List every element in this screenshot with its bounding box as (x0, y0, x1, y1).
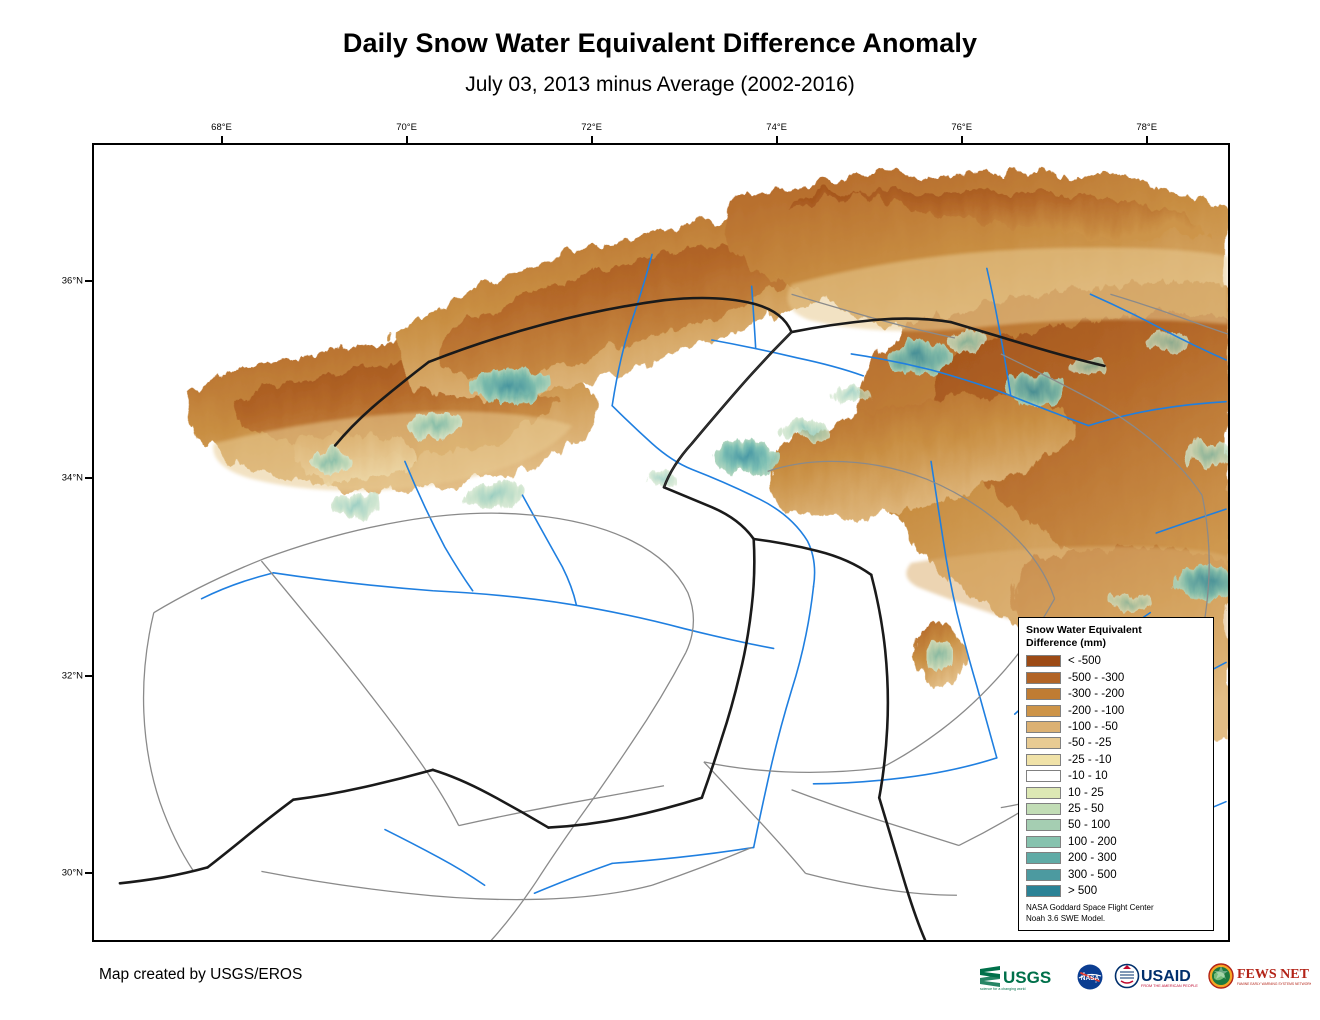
legend-row: > 500 (1026, 883, 1206, 899)
legend-label: 25 - 50 (1068, 802, 1104, 815)
legend-swatch (1026, 884, 1061, 897)
longitude-tick (220, 136, 223, 143)
legend-swatch (1026, 655, 1061, 668)
legend-label: 300 - 500 (1068, 868, 1117, 881)
legend-row: -300 - -200 (1026, 686, 1206, 702)
fewsnet-logo: FEWS NET FAMINE EARLY WARNING SYSTEMS NE… (1208, 963, 1311, 989)
longitude-label: 68°E (211, 122, 232, 133)
page-subtitle: July 03, 2013 minus Average (2002-2016) (465, 73, 855, 96)
svg-text:science for a changing world: science for a changing world (980, 987, 1026, 991)
legend-row: -10 - 10 (1026, 768, 1206, 784)
longitude-label: 74°E (766, 122, 787, 133)
title-block: Daily Snow Water Equivalent Difference A… (0, 0, 1320, 97)
legend-items: < -500 -500 - -300 -300 - -200 -200 - -100 -… (1026, 653, 1206, 899)
legend-row: -200 - -100 (1026, 702, 1206, 718)
terrain-fringe (213, 247, 1228, 663)
legend-row: 200 - 300 (1026, 850, 1206, 866)
legend-swatch (1026, 802, 1061, 815)
svg-text:FEWS NET: FEWS NET (1237, 967, 1310, 982)
legend-row: -100 - -50 (1026, 719, 1206, 735)
page-title: Daily Snow Water Equivalent Difference A… (342, 28, 978, 58)
legend-label: -300 - -200 (1068, 688, 1125, 701)
legend-label: < -500 (1068, 655, 1101, 668)
legend-label: -200 - -100 (1068, 704, 1125, 717)
legend-swatch (1026, 819, 1061, 832)
legend-label: 200 - 300 (1068, 852, 1117, 865)
legend-swatch (1026, 671, 1061, 684)
legend-row: -25 - -10 (1026, 752, 1206, 768)
legend-swatch (1026, 835, 1061, 848)
longitude-label: 76°E (951, 122, 973, 133)
usgs-logo: USGS science for a changing world (980, 966, 1051, 991)
footer-credit: Map created by USGS/EROS (99, 966, 303, 983)
legend-swatch (1026, 786, 1061, 799)
legend-swatch (1026, 704, 1061, 717)
legend-row: -500 - -300 (1026, 670, 1206, 686)
legend-label: -10 - 10 (1068, 770, 1108, 783)
legend-row: < -500 (1026, 653, 1206, 669)
legend-row: 10 - 25 (1026, 784, 1206, 800)
legend-swatch (1026, 688, 1061, 701)
latitude-label: 34°N (61, 472, 83, 484)
border-accent-layer (663, 331, 792, 488)
legend-label: -100 - -50 (1068, 721, 1118, 733)
legend-row: 25 - 50 (1026, 801, 1206, 817)
latitude-label: 36°N (61, 275, 83, 287)
latitude-tick (85, 280, 92, 283)
logo-bar: USGS science for a changing world NASA U… (978, 960, 1311, 994)
legend-swatch (1026, 737, 1061, 750)
legend-title: Snow Water Equivalent Difference (mm) (1026, 624, 1142, 650)
longitude-tick (1145, 136, 1148, 143)
snow-gain-patches (309, 330, 1228, 671)
nasa-logo: NASA (1077, 964, 1103, 990)
legend-label: -500 - -300 (1068, 671, 1125, 684)
longitude-label: 72°E (581, 122, 602, 133)
svg-text:FAMINE EARLY WARNING SYSTEMS N: FAMINE EARLY WARNING SYSTEMS NETWORK (1237, 982, 1311, 986)
legend-row: 300 - 500 (1026, 866, 1206, 882)
longitude-tick (590, 136, 593, 143)
svg-text:USGS: USGS (1003, 968, 1051, 987)
latitude-tick (85, 871, 92, 874)
legend-label: 50 - 100 (1068, 819, 1111, 832)
longitude-tick (775, 136, 778, 143)
longitude-label: 70°E (396, 122, 417, 133)
river-layer (200, 253, 1227, 895)
longitude-tick (960, 136, 963, 143)
latitude-tick (85, 674, 92, 677)
legend-label: > 500 (1068, 884, 1098, 897)
legend-source-note: NASA Goddard Space Flight Center Noah 3.… (1026, 903, 1154, 923)
map-legend: Snow Water Equivalent Difference (mm) < … (1018, 617, 1214, 931)
usaid-logo: USAID FROM THE AMERICAN PEOPLE (1114, 963, 1198, 989)
svg-text:FROM THE AMERICAN PEOPLE: FROM THE AMERICAN PEOPLE (1141, 984, 1198, 988)
svg-text:NASA: NASA (1081, 975, 1100, 982)
longitude-tick (405, 136, 408, 143)
longitude-label: 78°E (1136, 122, 1158, 133)
legend-swatch (1026, 721, 1061, 733)
latitude-tick (85, 477, 92, 480)
legend-label: -50 - -25 (1068, 737, 1112, 750)
legend-label: -25 - -10 (1068, 753, 1112, 766)
legend-swatch (1026, 770, 1061, 783)
legend-swatch (1026, 852, 1061, 865)
svg-text:USAID: USAID (1141, 968, 1191, 985)
legend-swatch (1026, 753, 1061, 766)
legend-label: 100 - 200 (1068, 835, 1117, 848)
legend-row: 100 - 200 (1026, 834, 1206, 850)
legend-row: 50 - 100 (1026, 817, 1206, 833)
latitude-label: 30°N (61, 867, 83, 879)
legend-swatch (1026, 868, 1061, 881)
legend-row: -50 - -25 (1026, 735, 1206, 751)
legend-label: 10 - 25 (1068, 786, 1104, 799)
latitude-label: 32°N (61, 670, 83, 682)
